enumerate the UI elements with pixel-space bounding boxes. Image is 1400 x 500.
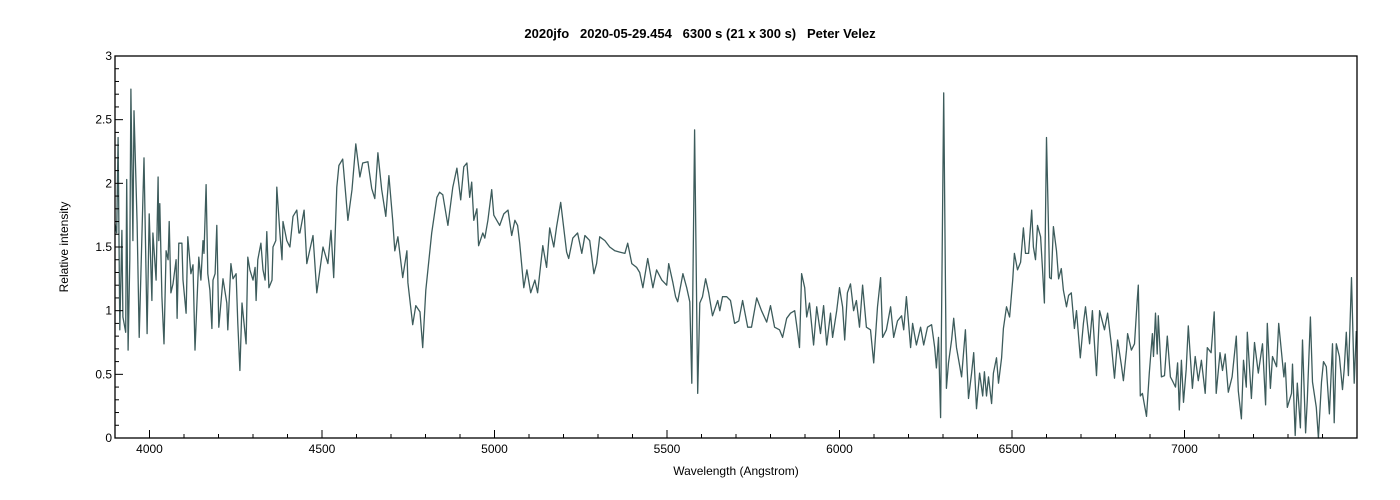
plot-frame: [114, 55, 1358, 439]
x-tick-label: 6000: [826, 442, 853, 456]
y-tick-label: 0.5: [95, 367, 112, 381]
y-tick-label: 2: [105, 176, 112, 190]
x-tick-label: 5500: [654, 442, 681, 456]
x-axis: 4000 4500 5000 5500 6000 6500 7000: [114, 430, 1358, 456]
x-axis-label: Wavelength (Angstrom): [673, 464, 799, 478]
x-tick-label: 4500: [309, 442, 336, 456]
chart-title: 2020jfo 2020-05-29.454 6300 s (21 x 300 …: [524, 26, 876, 41]
y-axis: 0 0.5 1 1.5 2 2.5 3: [95, 49, 123, 445]
x-tick-label: 7000: [1171, 442, 1198, 456]
y-tick-label: 1: [105, 304, 112, 318]
y-tick-label: 2.5: [95, 113, 112, 127]
plot-area: [114, 55, 1358, 439]
x-tick-label: 6500: [999, 442, 1026, 456]
x-tick-label: 5000: [481, 442, 508, 456]
x-tick-label: 4000: [136, 442, 163, 456]
y-tick-label: 3: [105, 49, 112, 63]
y-axis-label: Relative intensity: [57, 202, 71, 293]
spectrum-line: [114, 88, 1357, 439]
y-tick-label: 1.5: [95, 240, 112, 254]
y-tick-label: 0: [105, 431, 112, 445]
